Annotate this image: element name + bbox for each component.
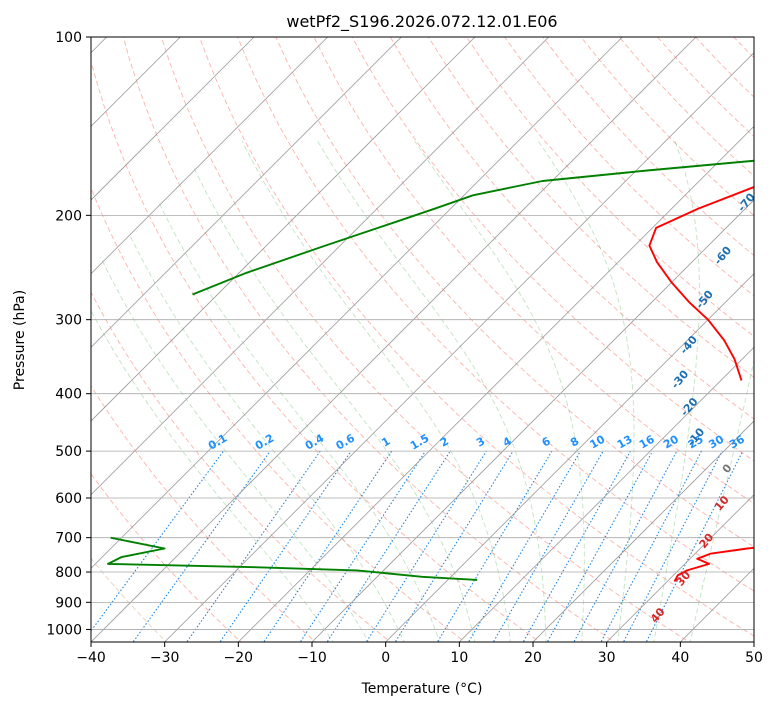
moist-adiabat-line (414, 141, 585, 642)
axes: −40 −30 −20 −10 0 10 20 30 40 50 100 200 300 400 500 60… (46, 30, 763, 666)
moist-adiabat-line (128, 233, 405, 642)
isotherm-line (91, 37, 255, 201)
mixing-ratio-line (263, 450, 393, 642)
dry-adiabat-line (504, 37, 754, 297)
x-tick-label: 0 (381, 650, 390, 666)
x-tick-label: −20 (224, 650, 254, 666)
isotherm-line (238, 125, 754, 642)
x-axis-label: Temperature (°C) (361, 681, 483, 697)
mixing-ratio-line (467, 450, 581, 642)
isotherm-line (91, 37, 476, 422)
isotherm-line (459, 346, 754, 642)
x-tick-label: −40 (76, 650, 106, 666)
mixing-ratio-line (91, 450, 224, 632)
x-tick-label: −10 (297, 650, 327, 666)
isotherm-line (91, 37, 328, 275)
x-tick-label: −30 (150, 650, 180, 666)
isotherm-line (91, 37, 697, 642)
mixing-ratio-line (645, 450, 744, 642)
isotherm-line (311, 199, 754, 642)
x-tick-label: 30 (598, 650, 616, 666)
isotherm-line (91, 37, 623, 569)
y-tick-label: 300 (55, 313, 82, 329)
y-tick-label: 1000 (46, 622, 82, 638)
y-tick-label: 500 (55, 444, 82, 460)
moist-adiabats (91, 141, 754, 642)
temperature-profile-line (673, 546, 754, 582)
chart-title: wetPf2_S196.2026.072.12.01.E06 (286, 12, 557, 32)
mixing-ratio-line (394, 450, 514, 642)
mixing-ratio-line (365, 450, 487, 642)
pressure-gridlines (91, 37, 754, 630)
dewpoint-profile-line (192, 159, 754, 296)
plot-frame (90, 36, 755, 643)
dry-adiabat-line (389, 37, 754, 420)
moist-adiabat-line (241, 141, 511, 642)
mixing-ratio-line (436, 450, 553, 642)
isotherm-line (532, 420, 754, 642)
mixing-ratio-line (219, 450, 352, 642)
mixing-ratio-line (492, 450, 604, 642)
x-tick-label: 50 (745, 650, 763, 666)
y-tick-label: 100 (55, 30, 82, 46)
dry-adiabat-line (237, 37, 754, 592)
dry-adiabat-line (91, 384, 317, 642)
isotherm-line (164, 52, 754, 642)
sounding-profiles (107, 159, 754, 582)
moist-adiabat-line (192, 165, 476, 642)
plot-area: 0.10.20.40.611.52346810131620253036-100-… (91, 37, 754, 642)
isotherm-line (91, 37, 402, 348)
mixing-ratio-line (299, 450, 426, 642)
dry-adiabat-line (91, 59, 541, 642)
moist-adiabat-line (653, 141, 700, 642)
dewpoint-profile-line (107, 536, 478, 581)
y-tick-label: 200 (55, 208, 82, 224)
x-tick-label: 40 (671, 650, 689, 666)
mixing-ratio-line (132, 450, 271, 642)
y-tick-label: 700 (55, 531, 82, 547)
y-axis-label: Pressure (hPa) (12, 290, 28, 390)
y-tick-label: 600 (55, 491, 82, 507)
mixing-ratio-lines (91, 450, 744, 642)
dry-adiabat-line (313, 37, 754, 505)
moist-adiabat-line (91, 309, 334, 642)
isotherm-line (91, 37, 549, 496)
mixing-ratio-line (600, 450, 703, 642)
mixing-ratio-line (622, 450, 723, 642)
isotherm-line (606, 494, 754, 642)
mixing-ratio-line (573, 450, 678, 642)
dry-adiabat-line (275, 37, 754, 548)
x-tick-label: 20 (524, 650, 542, 666)
isotherm-line (385, 273, 754, 642)
moist-adiabat-line (538, 141, 635, 642)
moist-adiabat-line (689, 358, 754, 642)
temperature-profile-line (648, 186, 754, 381)
y-tick-label: 900 (55, 595, 82, 611)
dry-adiabat-line (199, 37, 754, 637)
moist-adiabat-line (158, 201, 440, 642)
dry-adiabat-line (466, 37, 754, 337)
moist-adiabat-line (317, 141, 547, 642)
y-tick-label: 800 (55, 565, 82, 581)
dry-adiabat-line (351, 37, 754, 462)
x-tick-label: 10 (450, 650, 468, 666)
mixing-ratio-line (186, 450, 321, 642)
isotherms (91, 37, 754, 642)
y-tick-label: 400 (55, 387, 82, 403)
